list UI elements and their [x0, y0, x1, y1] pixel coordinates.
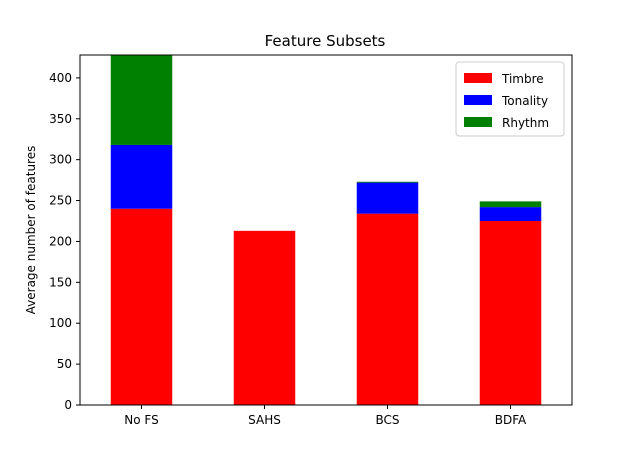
legend-label-rhythm: Rhythm — [502, 116, 549, 130]
plot-frame — [79, 54, 573, 406]
bar-rhythm-bcs — [356, 181, 419, 183]
bar-tonality-bcs — [356, 182, 419, 214]
bar-timbre-bcs — [356, 213, 419, 405]
bar-tonality-no-fs — [110, 144, 173, 209]
bar-tonality-bdfa — [479, 207, 542, 222]
legend-label-timbre: Timbre — [501, 72, 544, 86]
bars-group — [110, 55, 542, 405]
x-tick-label: SAHS — [248, 413, 281, 427]
bar-rhythm-no-fs — [110, 55, 173, 145]
bar-rhythm-bdfa — [479, 201, 542, 208]
y-tick-label: 0 — [64, 398, 72, 412]
x-tick-label: BDFA — [495, 413, 527, 427]
legend-swatch-rhythm — [464, 117, 492, 127]
y-axis-title: Average number of features — [24, 146, 38, 315]
bar-timbre-no-fs — [110, 208, 173, 405]
bar-timbre-sahs — [233, 230, 296, 405]
y-axis-ticks: 0 50 100 150 200 250 300 350 400 — [49, 71, 80, 412]
y-tick-label: 150 — [49, 275, 72, 289]
x-axis-ticks: No FS SAHS BCS BDFA — [124, 405, 527, 427]
y-tick-label: 100 — [49, 316, 72, 330]
y-tick-label: 200 — [49, 234, 72, 248]
legend: Timbre Tonality Rhythm — [455, 61, 565, 137]
chart-title: Feature Subsets — [265, 32, 386, 50]
y-tick-label: 300 — [49, 153, 72, 167]
legend-swatch-timbre — [464, 73, 492, 83]
legend-label-tonality: Tonality — [501, 94, 548, 108]
y-tick-label: 50 — [57, 357, 72, 371]
y-tick-label: 400 — [49, 71, 72, 85]
x-tick-label: BCS — [375, 413, 399, 427]
bar-timbre-bdfa — [479, 221, 542, 405]
y-tick-label: 250 — [49, 194, 72, 208]
y-tick-label: 350 — [49, 112, 72, 126]
x-tick-label: No FS — [124, 413, 158, 427]
legend-swatch-tonality — [464, 95, 492, 105]
